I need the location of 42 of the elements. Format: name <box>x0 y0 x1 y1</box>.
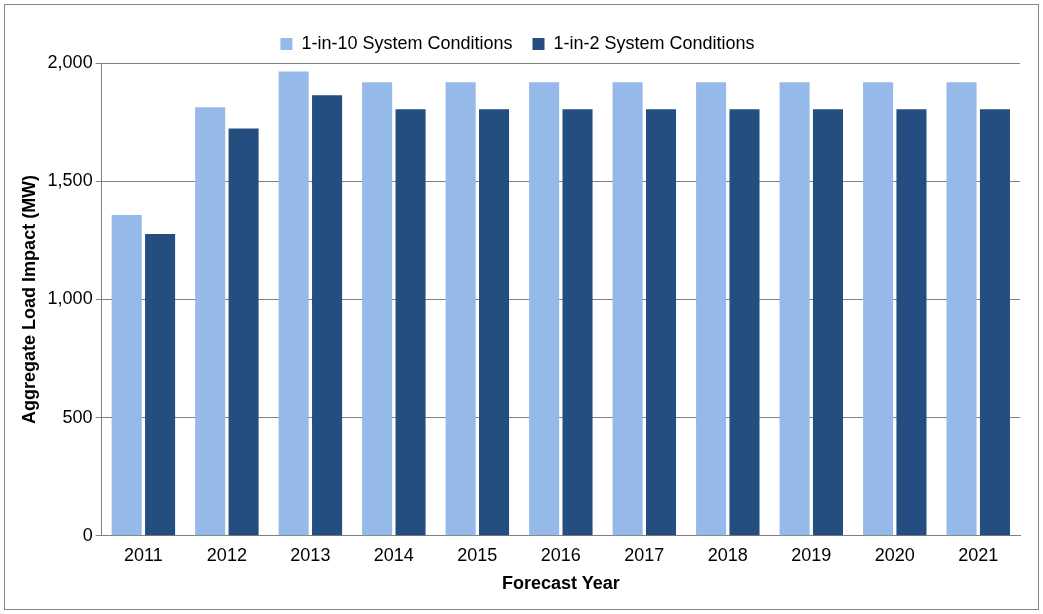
bar <box>145 233 176 536</box>
x-tick-label: 2021 <box>958 544 999 565</box>
bar <box>312 95 343 536</box>
bar <box>645 109 677 536</box>
bar <box>946 82 977 536</box>
bar <box>278 71 309 536</box>
x-tick-label: 2020 <box>874 544 915 565</box>
bar <box>612 82 643 536</box>
bar <box>529 82 560 536</box>
legend-label: 1-in-2 System Conditions <box>553 32 755 53</box>
bar <box>779 82 810 536</box>
bar <box>395 109 426 536</box>
bar <box>729 109 760 536</box>
bar <box>863 82 894 536</box>
x-tick-label: 2013 <box>290 544 331 565</box>
legend-label: 1-in-10 System Conditions <box>301 32 513 53</box>
x-tick-label: 2012 <box>206 544 247 565</box>
y-tick-label: 1,500 <box>47 170 93 191</box>
y-tick-label: 2,000 <box>47 51 93 72</box>
y-tick-label: 1,000 <box>47 288 93 309</box>
x-tick-label: 2019 <box>791 544 832 565</box>
bar <box>896 109 927 536</box>
bar <box>812 109 844 536</box>
bar <box>111 215 142 536</box>
x-tick-label: 2018 <box>707 544 748 565</box>
x-axis-title: Forecast Year <box>501 573 620 594</box>
bar <box>979 109 1010 536</box>
bar <box>445 82 476 536</box>
bar <box>362 82 393 536</box>
x-tick-label: 2011 <box>124 544 163 565</box>
y-axis-title: Aggregate Load Impact (MW) <box>18 174 39 424</box>
bar <box>479 109 510 536</box>
x-tick-label: 2014 <box>373 544 414 565</box>
x-tick-label: 2015 <box>457 544 498 565</box>
x-tick-label: 2017 <box>624 544 665 565</box>
bar <box>228 128 259 536</box>
x-tick-label: 2016 <box>540 544 581 565</box>
bar <box>562 109 593 536</box>
bar <box>195 107 226 536</box>
y-tick-label: 500 <box>62 406 93 427</box>
bar <box>696 82 727 536</box>
y-tick-label: 0 <box>82 524 93 545</box>
